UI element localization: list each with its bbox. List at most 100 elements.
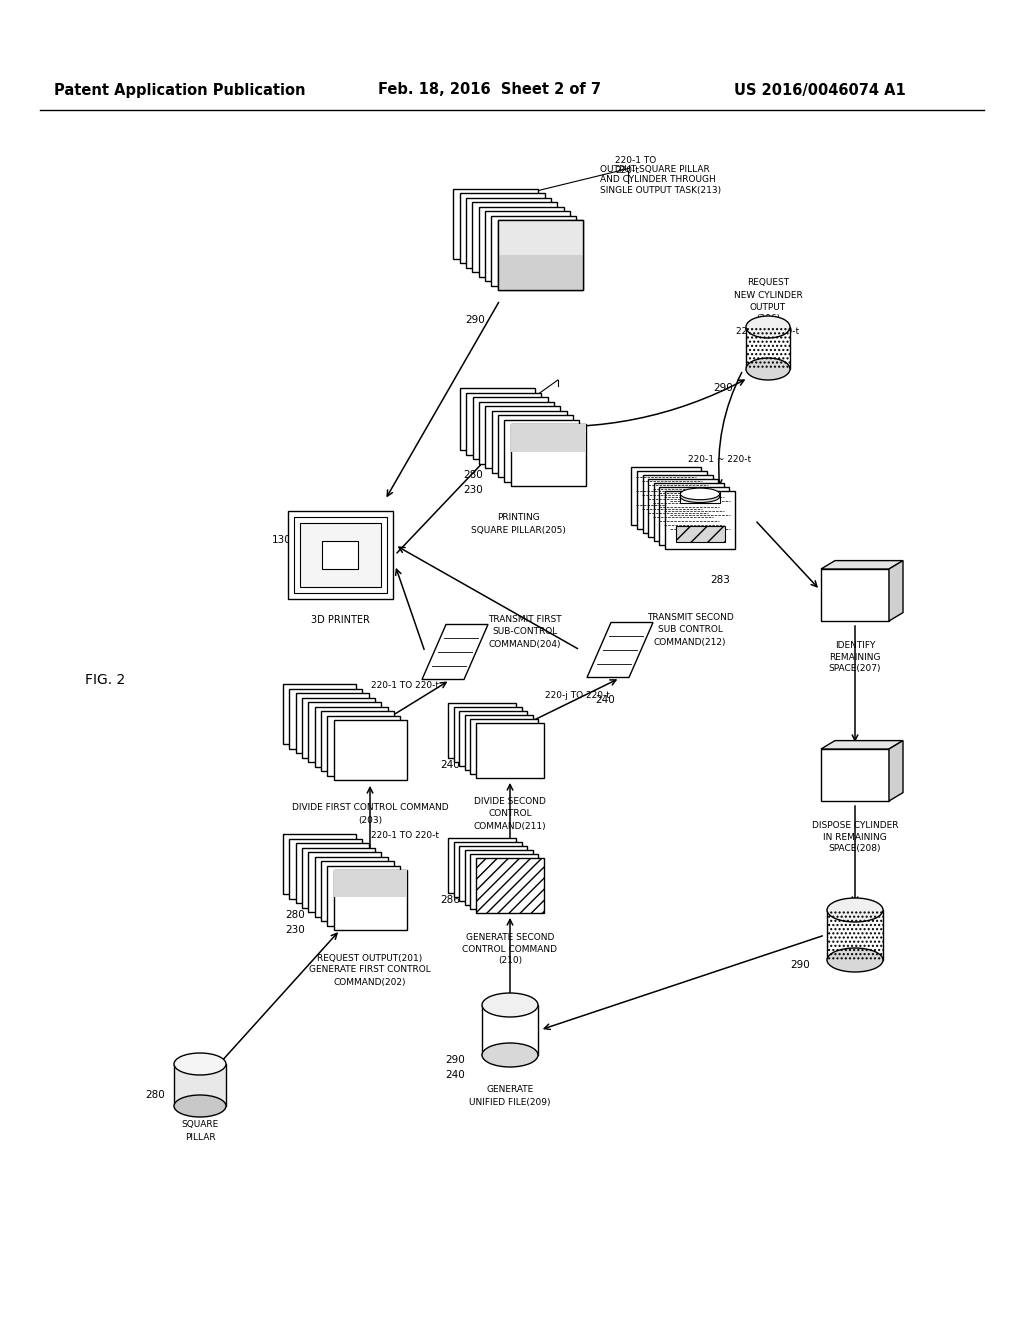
Text: 220-t: 220-t	[615, 166, 639, 176]
Bar	[476, 858, 544, 912]
Text: COMMAND(204): COMMAND(204)	[488, 639, 561, 648]
Text: 280: 280	[463, 470, 483, 480]
Text: COMMAND(212): COMMAND(212)	[653, 638, 726, 647]
Text: 290: 290	[465, 315, 485, 325]
Bar	[459, 846, 527, 900]
Bar	[302, 697, 375, 758]
Polygon shape	[587, 623, 653, 677]
Bar	[637, 471, 707, 529]
Bar	[322, 541, 358, 569]
Bar	[454, 706, 521, 762]
Ellipse shape	[482, 993, 538, 1016]
Text: 220-1 TO 220-t: 220-1 TO 220-t	[371, 681, 439, 689]
Bar	[454, 842, 521, 896]
Text: PILLAR: PILLAR	[184, 1133, 215, 1142]
Bar	[746, 327, 790, 370]
Bar	[680, 491, 720, 503]
Bar	[479, 401, 554, 463]
Bar	[827, 909, 883, 960]
Text: 290: 290	[445, 1055, 465, 1065]
Bar	[283, 834, 356, 894]
Text: CONTROL COMMAND: CONTROL COMMAND	[463, 945, 557, 953]
Bar	[478, 206, 563, 276]
Bar	[470, 854, 539, 908]
Bar	[498, 255, 583, 290]
Polygon shape	[889, 741, 903, 801]
Text: UNIFIED FILE(209): UNIFIED FILE(209)	[469, 1098, 551, 1107]
Bar	[465, 714, 532, 770]
Bar	[676, 525, 725, 543]
Bar	[746, 327, 790, 370]
Text: 240: 240	[445, 1071, 465, 1080]
Bar	[665, 491, 735, 549]
Text: 3D PRINTER: 3D PRINTER	[310, 615, 370, 624]
Bar	[492, 411, 566, 473]
Bar	[328, 866, 400, 925]
Bar	[648, 479, 718, 537]
Text: OUTPUT: OUTPUT	[750, 302, 786, 312]
Text: COMMAND(211): COMMAND(211)	[474, 821, 547, 830]
Bar	[174, 1064, 226, 1106]
Bar	[473, 397, 548, 459]
Text: NEW CYLINDER: NEW CYLINDER	[733, 290, 803, 300]
Bar	[449, 837, 516, 892]
Bar	[492, 215, 577, 285]
Text: (210): (210)	[498, 957, 522, 965]
Ellipse shape	[680, 488, 720, 500]
Bar	[485, 407, 560, 469]
Text: REQUEST OUTPUT(201): REQUEST OUTPUT(201)	[317, 953, 423, 962]
Bar	[643, 475, 713, 533]
Ellipse shape	[174, 1096, 226, 1117]
Text: SPACE(208): SPACE(208)	[828, 845, 882, 854]
Text: GENERATE: GENERATE	[486, 1085, 534, 1094]
Text: GENERATE SECOND: GENERATE SECOND	[466, 932, 554, 941]
Text: COMMAND(202): COMMAND(202)	[334, 978, 407, 986]
Bar	[302, 847, 375, 908]
Bar	[290, 689, 362, 748]
Text: GENERATE FIRST CONTROL: GENERATE FIRST CONTROL	[309, 965, 431, 974]
Bar	[470, 718, 539, 774]
Text: TRANSMIT FIRST: TRANSMIT FIRST	[488, 615, 562, 624]
Text: SUB-CONTROL: SUB-CONTROL	[493, 627, 558, 636]
Bar	[498, 414, 572, 477]
Bar	[482, 1005, 538, 1055]
Bar	[485, 211, 570, 281]
Bar	[632, 467, 701, 525]
Text: SQUARE: SQUARE	[181, 1121, 219, 1130]
Bar	[308, 851, 381, 912]
Bar	[460, 388, 536, 450]
Text: CONTROL: CONTROL	[488, 809, 531, 818]
Bar	[498, 220, 583, 290]
Bar	[821, 569, 889, 620]
Bar	[334, 719, 407, 780]
Text: REQUEST: REQUEST	[746, 279, 790, 288]
Text: 220-1 TO: 220-1 TO	[615, 156, 656, 165]
Ellipse shape	[680, 491, 720, 503]
Text: IDENTIFY: IDENTIFY	[835, 640, 876, 649]
Polygon shape	[821, 561, 903, 569]
Bar	[498, 220, 583, 255]
Bar	[476, 722, 544, 777]
Text: 230: 230	[463, 484, 483, 495]
Text: PRINTING: PRINTING	[497, 512, 540, 521]
Bar	[460, 193, 545, 263]
Bar	[466, 392, 542, 454]
Text: 230: 230	[285, 925, 305, 935]
Text: 130: 130	[272, 535, 292, 545]
Text: DIVIDE FIRST CONTROL COMMAND: DIVIDE FIRST CONTROL COMMAND	[292, 804, 449, 813]
Bar	[827, 909, 883, 960]
Bar	[472, 202, 557, 272]
Text: 240: 240	[440, 760, 460, 770]
Text: OUTPUT SQUARE PILLAR
AND CYLINDER THROUGH
SINGLE OUTPUT TASK(213): OUTPUT SQUARE PILLAR AND CYLINDER THROUG…	[600, 165, 721, 195]
Ellipse shape	[827, 948, 883, 972]
Bar	[659, 487, 729, 545]
Text: TRANSMIT SECOND: TRANSMIT SECOND	[646, 614, 733, 623]
Text: 220-1 TO 220-t: 220-1 TO 220-t	[371, 830, 439, 840]
Bar	[476, 858, 544, 912]
Bar	[459, 710, 527, 766]
Ellipse shape	[827, 898, 883, 921]
Text: FIG. 2: FIG. 2	[85, 673, 125, 686]
Bar	[296, 693, 369, 752]
Bar	[334, 870, 407, 931]
Bar	[466, 198, 551, 268]
